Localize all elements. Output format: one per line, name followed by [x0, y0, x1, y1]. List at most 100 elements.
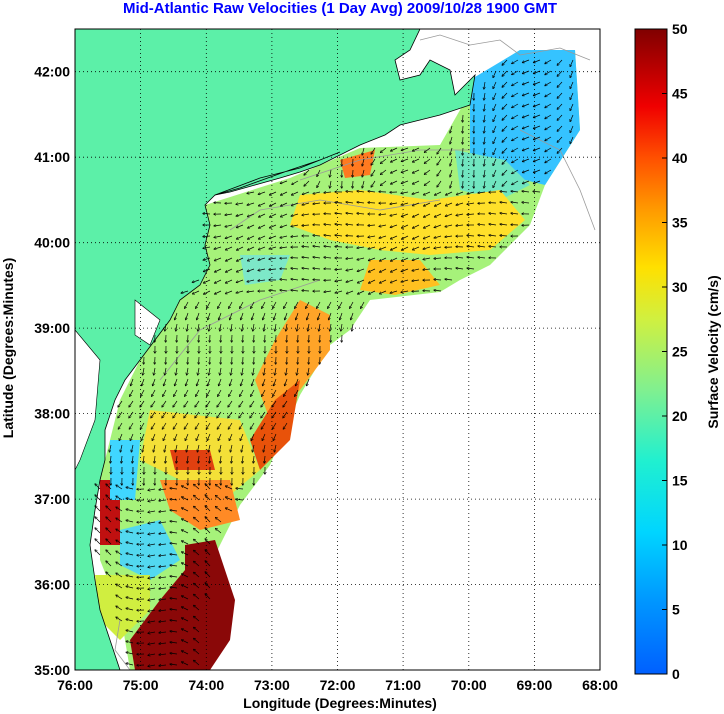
velocity-vector — [198, 367, 199, 375]
velocity-vector — [502, 59, 508, 65]
velocity-vector — [463, 169, 464, 177]
velocity-vector — [511, 202, 519, 203]
colorbar-tick-label: 5 — [672, 602, 680, 618]
velocity-vector — [230, 378, 233, 386]
velocity-vector — [341, 323, 342, 331]
velocity-vector — [297, 323, 298, 331]
velocity-vector — [302, 214, 310, 215]
velocity-vector — [170, 510, 178, 511]
velocity-vector — [216, 518, 222, 523]
velocity-vectors — [95, 59, 574, 666]
velocity-vector — [132, 455, 133, 463]
velocity-vector — [231, 323, 232, 331]
velocity-vector — [352, 323, 353, 331]
velocity-vector — [219, 444, 222, 452]
velocity-vector — [170, 554, 178, 555]
velocity-vector — [391, 279, 398, 283]
velocity-vector — [206, 422, 211, 429]
velocity-vector — [252, 444, 255, 452]
velocity-vector — [195, 411, 200, 418]
velocity-vector — [324, 192, 332, 193]
velocity-vector — [236, 499, 244, 500]
velocity-vector — [545, 114, 552, 119]
velocity-vector — [425, 158, 431, 163]
velocity-vector — [197, 444, 200, 452]
velocity-vector — [214, 225, 222, 226]
velocity-vector — [182, 563, 189, 567]
velocity-vector — [174, 389, 178, 396]
velocity-vector — [308, 367, 309, 375]
velocity-vector — [380, 246, 387, 250]
velocity-vector — [142, 378, 145, 386]
velocity-vector — [493, 180, 497, 187]
velocity-vector — [493, 92, 497, 99]
long-island — [214, 151, 341, 196]
velocity-vector — [484, 180, 485, 188]
velocity-vector — [151, 411, 156, 418]
velocity-vector — [357, 202, 365, 203]
velocity-vector — [283, 400, 288, 407]
velocity-vector — [236, 290, 244, 293]
velocity-vector — [425, 180, 431, 185]
velocity-vector — [163, 389, 167, 396]
velocity-vector — [165, 367, 166, 375]
velocity-vector — [240, 301, 244, 308]
velocity-vector — [226, 279, 233, 283]
velocity-vector — [335, 280, 343, 281]
velocity-vector — [205, 506, 211, 512]
velocity-vector — [423, 257, 431, 260]
velocity-vector — [270, 224, 277, 228]
velocity-vector — [170, 664, 178, 665]
velocity-vector — [534, 125, 541, 129]
velocity-vector — [247, 268, 255, 271]
velocity-vector — [170, 587, 178, 588]
velocity-vector — [95, 484, 101, 490]
velocity-vector — [148, 599, 156, 600]
velocity-vector — [159, 544, 167, 545]
velocity-vector — [434, 290, 442, 291]
velocity-vector — [248, 257, 255, 261]
velocity-vector — [446, 202, 453, 206]
velocity-vector — [194, 649, 200, 655]
velocity-vector — [570, 103, 574, 110]
velocity-vector — [182, 541, 189, 545]
velocity-vector — [434, 247, 442, 248]
velocity-vector — [319, 323, 320, 331]
velocity-vector — [118, 422, 123, 429]
velocity-vector — [291, 236, 299, 237]
velocity-vector — [557, 125, 563, 131]
velocity-vector — [295, 301, 299, 308]
velocity-vector — [401, 192, 409, 193]
colorbar-tick-label: 15 — [672, 473, 688, 489]
velocity-vector — [346, 202, 354, 203]
velocity-vector — [194, 616, 200, 622]
velocity-vector — [281, 202, 288, 206]
velocity-vector — [269, 290, 277, 291]
velocity-vector — [280, 235, 288, 238]
y-tick-label: 42:00 — [34, 64, 70, 80]
velocity-vector — [318, 312, 321, 320]
velocity-vector — [557, 103, 563, 109]
velocity-vector — [512, 136, 519, 141]
velocity-vector — [489, 224, 497, 225]
x-tick-label: 73:00 — [254, 677, 290, 693]
velocity-vector — [545, 136, 552, 141]
velocity-vector — [217, 422, 222, 429]
velocity-vector — [116, 551, 123, 556]
velocity-vector — [258, 268, 266, 271]
velocity-vector — [493, 103, 497, 110]
velocity-vector — [148, 533, 156, 534]
colorbar-tick-label: 20 — [672, 408, 688, 424]
velocity-vector — [205, 550, 211, 556]
velocity-vector — [391, 180, 398, 184]
velocity-vector — [450, 125, 453, 133]
velocity-vector — [324, 257, 332, 258]
velocity-vector — [206, 400, 211, 407]
velocity-vector — [236, 203, 244, 204]
velocity-vector — [182, 651, 189, 655]
velocity-vector — [545, 158, 552, 163]
velocity-vector — [270, 202, 277, 206]
velocity-vector — [324, 224, 332, 225]
velocity-vector — [445, 279, 453, 280]
